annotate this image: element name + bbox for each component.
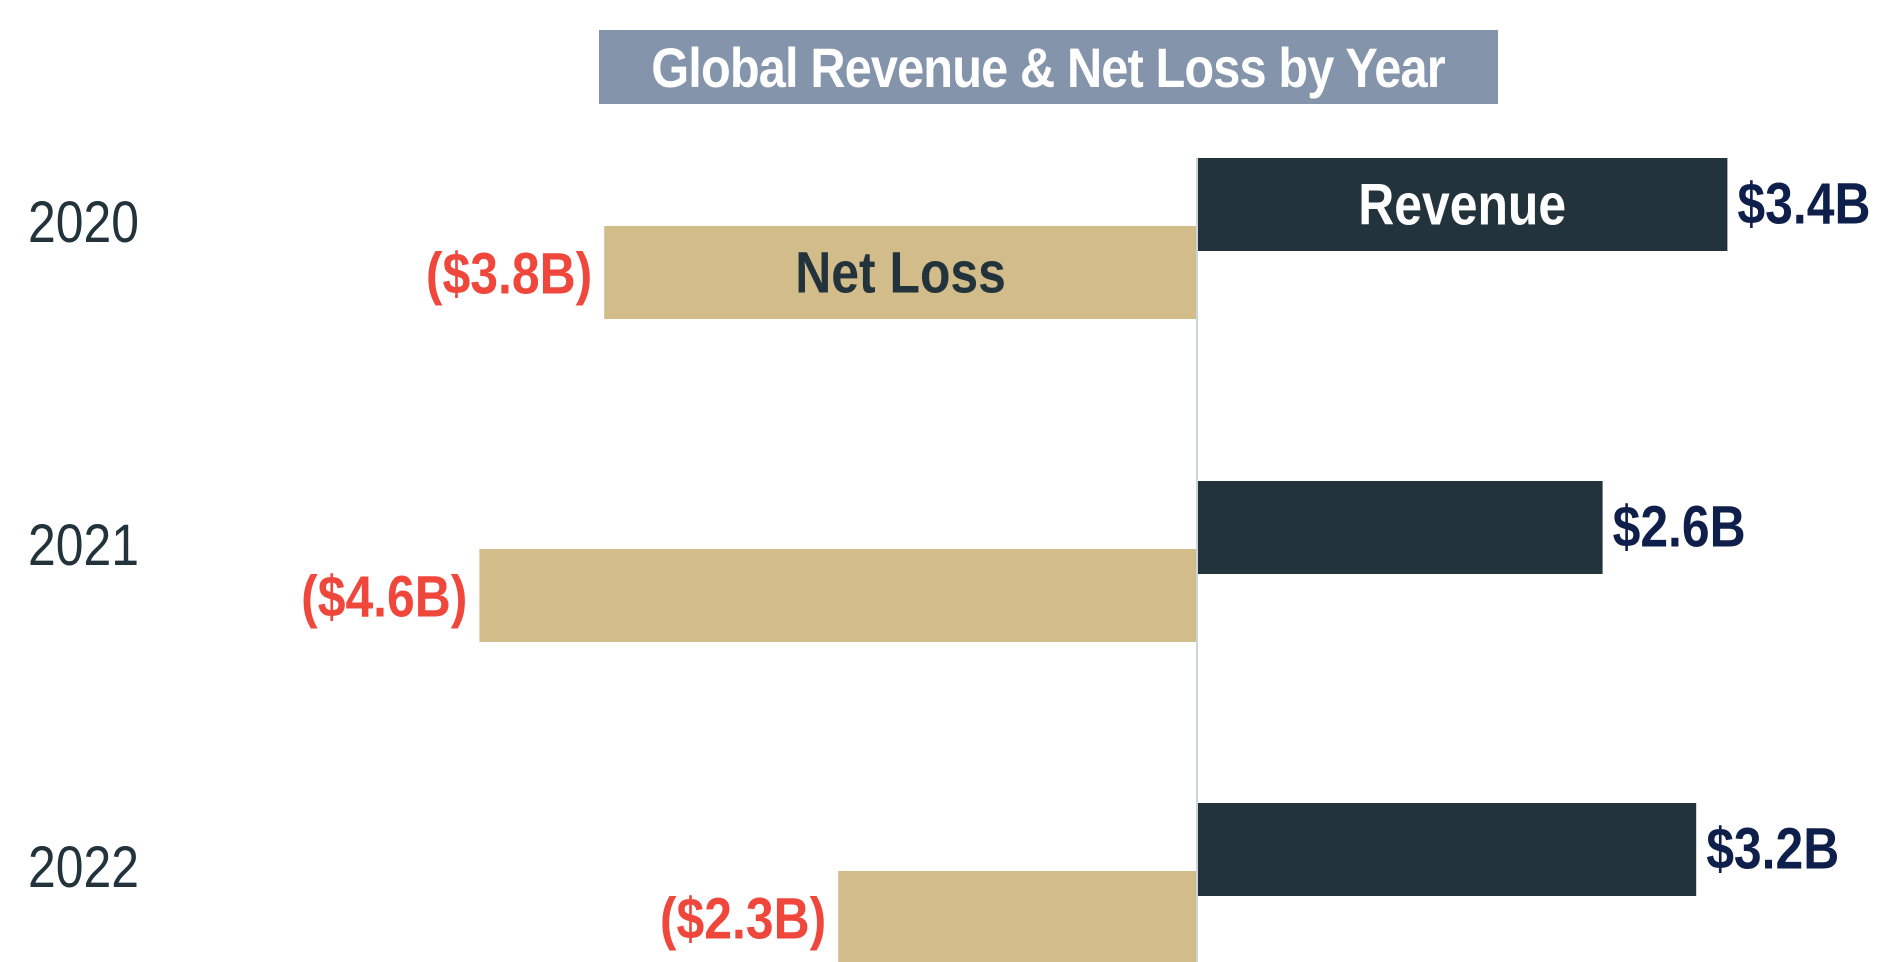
revenue-series-label: Revenue [1358,173,1566,237]
category-label: 2022 [28,836,139,900]
chart-title: Global Revenue & Net Loss by Year [651,35,1446,99]
net-loss-series-label: Net Loss [795,241,1006,305]
revenue-value-label: $2.6B [1613,495,1746,559]
category-label: 2021 [28,514,139,578]
net-loss-bar [838,871,1197,962]
revenue-bar [1197,158,1728,251]
net-loss-value-label: ($3.8B) [426,242,592,306]
category-label: 2020 [28,191,139,255]
revenue-value-label: $3.4B [1737,172,1870,236]
chart-title-box: Global Revenue & Net Loss by Year [599,30,1498,104]
revenue-bar [1197,481,1603,574]
net-loss-bar [604,226,1197,319]
revenue-value-label: $3.2B [1706,817,1839,881]
net-loss-value-label: ($2.3B) [660,887,826,951]
net-loss-value-label: ($4.6B) [301,565,467,629]
net-loss-bar [479,549,1197,642]
revenue-bar [1197,803,1697,896]
